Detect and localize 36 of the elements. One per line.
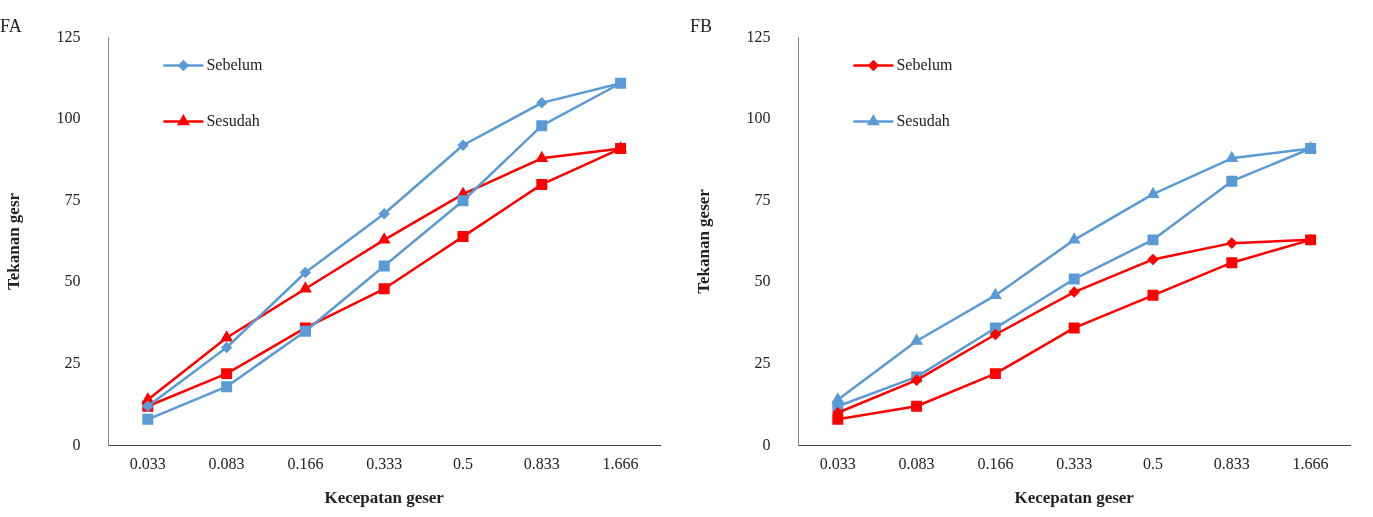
legend-label: Sebelum: [206, 55, 263, 73]
y-axis-title: Tekanan gesr: [3, 192, 23, 291]
y-tick-label: 0: [762, 435, 771, 453]
chart-title: FA: [0, 15, 22, 36]
x-axis-title: Kecepatan geser: [1014, 488, 1135, 508]
x-tick-label: 0.333: [1056, 455, 1093, 473]
y-tick-label: 125: [56, 27, 81, 45]
legend-label: Sesudah: [206, 111, 260, 129]
y-tick-label: 50: [754, 272, 771, 290]
x-tick-label: 0.166: [287, 455, 324, 473]
y-tick-label: 100: [56, 109, 81, 127]
x-tick-label: 0.333: [366, 455, 403, 473]
x-tick-label: 0.833: [1213, 455, 1250, 473]
y-tick-label: 75: [64, 190, 81, 208]
x-tick-label: 0.033: [819, 455, 856, 473]
x-tick-label: 0.083: [208, 455, 245, 473]
x-tick-label: 1.666: [602, 455, 639, 473]
x-tick-label: 1.666: [1292, 455, 1329, 473]
y-tick-label: 50: [64, 272, 81, 290]
y-tick-label: 0: [72, 435, 81, 453]
x-axis-title: Kecepatan geser: [324, 488, 445, 508]
x-tick-label: 0.083: [898, 455, 935, 473]
x-tick-label: 0.5: [453, 455, 473, 473]
y-tick-label: 125: [746, 27, 771, 45]
y-tick-label: 25: [754, 354, 771, 372]
legend-label: Sebelum: [896, 55, 953, 73]
x-tick-label: 0.033: [129, 455, 166, 473]
chart-title: FB: [690, 15, 713, 36]
y-axis-title: Tekanan geser: [693, 188, 713, 294]
x-tick-label: 0.166: [977, 455, 1014, 473]
y-tick-label: 100: [746, 109, 771, 127]
y-tick-label: 25: [64, 354, 81, 372]
legend-label: Sesudah: [896, 111, 950, 129]
x-tick-label: 0.5: [1143, 455, 1163, 473]
x-tick-label: 0.833: [523, 455, 560, 473]
y-tick-label: 75: [754, 190, 771, 208]
